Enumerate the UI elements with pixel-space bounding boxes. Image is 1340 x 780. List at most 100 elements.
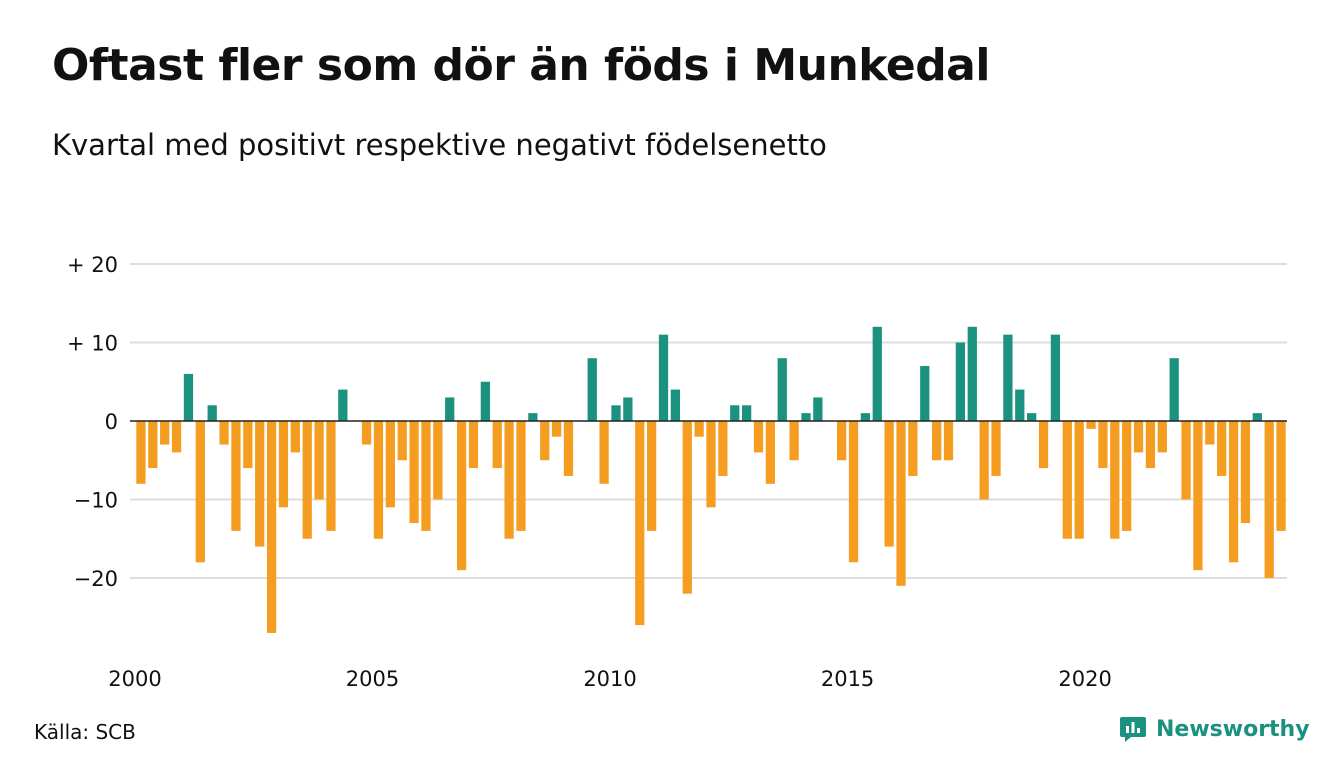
bar — [1027, 413, 1037, 421]
bar — [777, 358, 787, 421]
bar — [1038, 421, 1049, 469]
bar — [551, 421, 562, 437]
bar — [1062, 421, 1072, 539]
bar — [1098, 421, 1108, 469]
bar — [361, 421, 372, 445]
bar — [1169, 358, 1179, 421]
bar — [1240, 421, 1251, 524]
bar — [884, 421, 894, 547]
bar — [1122, 421, 1132, 531]
chart-title: Oftast fler som dör än föds i Munkedal — [52, 40, 990, 91]
bar — [492, 421, 502, 469]
bar — [837, 421, 847, 461]
x-tick-label: 2020 — [1058, 667, 1111, 691]
newsworthy-logo-icon — [1120, 717, 1146, 742]
bar — [563, 421, 574, 476]
y-tick-label: 0 — [105, 410, 118, 434]
bar — [920, 366, 930, 421]
y-tick-label: + 10 — [67, 332, 118, 356]
bar — [646, 421, 657, 531]
bar — [421, 421, 431, 531]
bars — [136, 326, 1286, 633]
bar — [730, 405, 740, 421]
bar — [991, 421, 1001, 476]
bar — [694, 421, 704, 437]
bar — [1157, 421, 1167, 453]
bar — [967, 326, 977, 421]
bar — [409, 421, 419, 524]
bar — [278, 421, 289, 508]
bar — [908, 421, 918, 476]
bar — [1086, 421, 1096, 429]
bar — [302, 421, 312, 539]
bar — [136, 421, 146, 484]
bar — [1050, 334, 1061, 421]
bar — [183, 373, 194, 421]
bar — [433, 421, 443, 500]
bar — [1145, 421, 1156, 469]
bar — [1003, 334, 1013, 421]
bar-chart: + 20 + 10 0 −10 −20 2000 2005 2010 2015 2020 — [67, 253, 1287, 691]
bar — [171, 421, 182, 453]
bar — [528, 413, 538, 421]
x-tick-label: 2005 — [346, 667, 399, 691]
y-tick-label: −20 — [74, 567, 118, 591]
bar — [326, 421, 336, 531]
bar — [338, 389, 348, 421]
bar — [943, 421, 954, 461]
bar — [255, 421, 265, 547]
x-tick-label: 2000 — [108, 667, 161, 691]
bar — [1110, 421, 1120, 539]
bar — [290, 421, 300, 453]
bar — [848, 421, 859, 563]
bar — [1264, 421, 1274, 578]
bar — [955, 342, 966, 421]
bar — [1217, 421, 1227, 476]
y-tick-label: −10 — [74, 489, 118, 513]
bar — [456, 421, 467, 571]
x-tick-label: 2015 — [821, 667, 874, 691]
bar — [219, 421, 229, 445]
x-tick-label: 2010 — [583, 667, 636, 691]
bar — [314, 421, 324, 500]
bar — [468, 421, 479, 469]
bar — [1193, 421, 1203, 571]
bar — [682, 421, 692, 594]
bar — [587, 358, 597, 421]
bar — [753, 421, 764, 453]
bar — [1276, 421, 1286, 531]
bar — [231, 421, 241, 531]
bar — [373, 421, 384, 539]
bar — [741, 405, 752, 421]
bar — [1133, 421, 1144, 453]
bar — [445, 397, 455, 421]
bar — [504, 421, 514, 539]
bar — [932, 421, 942, 461]
bar — [243, 421, 253, 469]
bar — [1074, 421, 1084, 539]
bar — [1015, 389, 1025, 421]
bar — [516, 421, 526, 531]
bar — [896, 421, 906, 586]
brand-logo[interactable]: Newsworthy — [1118, 714, 1310, 744]
bar — [658, 334, 669, 421]
bar — [160, 421, 170, 445]
bar — [599, 421, 609, 484]
bar — [148, 421, 158, 469]
bar — [195, 421, 205, 563]
bar — [765, 421, 776, 484]
bar — [706, 421, 716, 508]
bar — [718, 421, 728, 476]
chart-subtitle: Kvartal med positivt respektive negativt… — [52, 128, 827, 162]
bar — [979, 421, 989, 500]
bar — [623, 397, 633, 421]
bar — [1228, 421, 1239, 563]
bar — [635, 421, 645, 626]
bar — [670, 389, 681, 421]
bar — [801, 413, 811, 421]
bar — [1205, 421, 1215, 445]
bar — [266, 421, 277, 633]
bar — [385, 421, 395, 508]
bar — [860, 413, 871, 421]
brand-name: Newsworthy — [1156, 716, 1310, 742]
